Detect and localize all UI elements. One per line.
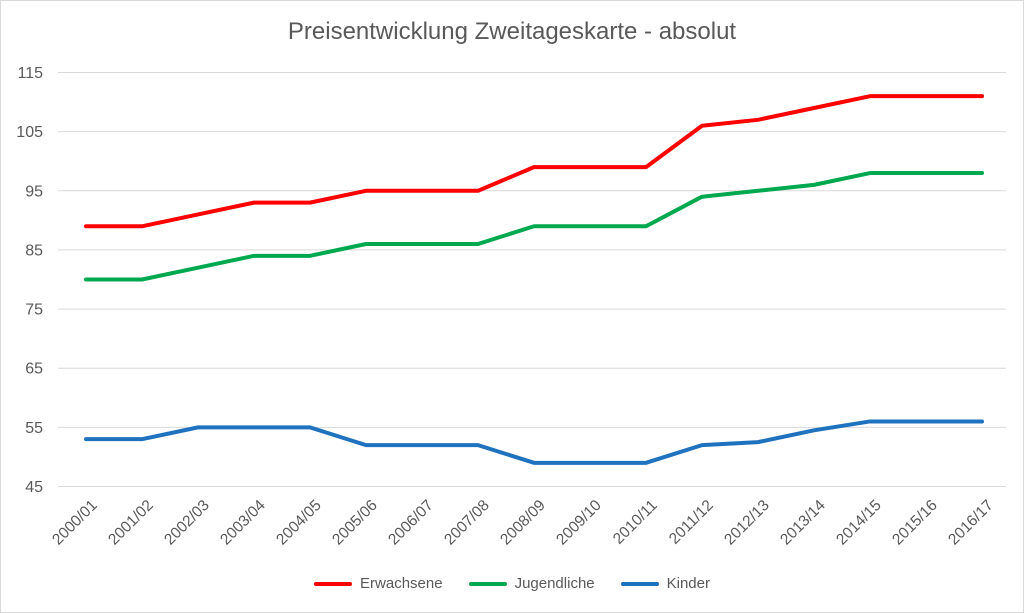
x-axis-tick-label: 2002/03	[161, 497, 213, 549]
legend-swatch-kinder	[620, 581, 659, 586]
x-axis-tick-label: 2009/10	[553, 497, 605, 549]
legend-label: Jugendliche	[514, 575, 595, 592]
x-axis-tick-label: 2001/02	[105, 497, 157, 549]
y-axis-tick-label: 55	[25, 420, 43, 437]
legend-item-jugendliche: Jugendliche	[468, 575, 595, 592]
x-axis-tick-label: 2003/04	[217, 497, 269, 549]
y-axis-tick-label: 115	[17, 65, 43, 82]
x-axis-tick-label: 2006/07	[385, 497, 437, 549]
x-axis-tick-label: 2016/17	[945, 497, 997, 549]
y-axis-tick-label: 65	[25, 361, 43, 378]
chart-title: Preisentwicklung Zweitageskarte - absolu…	[287, 18, 737, 45]
legend-label: Kinder	[666, 575, 710, 592]
x-axis-tick-label: 2015/16	[889, 497, 941, 549]
legend-swatch-jugendliche	[468, 581, 507, 586]
chart-legend: Erwachsene Jugendliche Kinder	[1, 575, 1023, 592]
y-axis-tick-label: 75	[25, 302, 43, 319]
x-axis-tick-label: 2005/06	[329, 497, 381, 549]
y-axis-tick-label: 95	[25, 183, 43, 200]
series-line-erwachsene	[84, 94, 984, 229]
legend-swatch-erwachsene	[314, 581, 353, 586]
x-axis-tick-label: 2012/13	[721, 497, 773, 549]
y-axis-tick-label: 45	[25, 479, 43, 496]
legend-label: Erwachsene	[360, 575, 443, 592]
x-axis-tick-label: 2010/11	[610, 497, 661, 548]
y-axis-tick-label: 85	[25, 242, 43, 259]
x-axis-tick-label: 2000/01	[49, 497, 101, 549]
x-axis-tick-label: 2011/12	[666, 497, 717, 548]
series-line-jugendliche	[84, 171, 984, 282]
x-axis-tick-label: 2008/09	[497, 497, 549, 549]
x-axis-tick-label: 2004/05	[273, 497, 325, 549]
x-axis-tick-label: 2013/14	[777, 497, 829, 549]
y-axis-tick-label: 105	[16, 124, 43, 141]
x-axis-tick-label: 2007/08	[441, 497, 493, 549]
legend-item-erwachsene: Erwachsene	[314, 575, 443, 592]
x-axis-tick-label: 2014/15	[833, 497, 885, 549]
legend-item-kinder: Kinder	[620, 575, 710, 592]
series-line-kinder	[84, 419, 984, 465]
